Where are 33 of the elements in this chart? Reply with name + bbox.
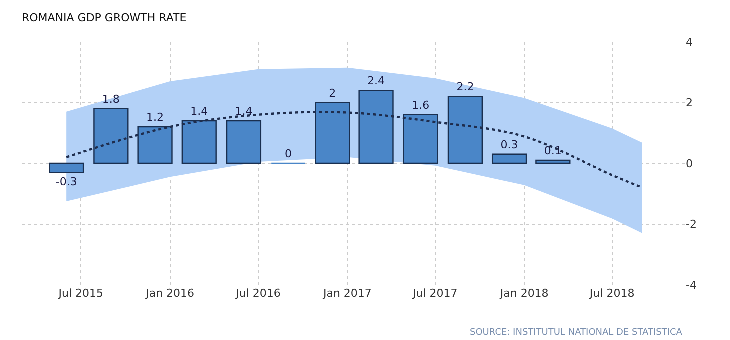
x-tick-label: Jan 2018 — [499, 287, 549, 300]
y-tick-label: 0 — [686, 157, 693, 170]
data-label: 1.4 — [190, 104, 208, 118]
x-tick-label: Jul 2016 — [235, 287, 281, 300]
data-label: 1.4 — [235, 104, 253, 118]
x-tick-label: Jan 2017 — [322, 287, 372, 300]
data-label: 1.6 — [412, 98, 430, 112]
data-label: 1.8 — [102, 92, 120, 106]
bar — [226, 120, 262, 164]
bar — [182, 120, 217, 164]
data-label: 2.4 — [368, 74, 386, 88]
x-tick-label: Jan 2016 — [145, 287, 195, 300]
data-label: 2.2 — [456, 80, 474, 94]
x-tick-label: Jul 2017 — [412, 287, 458, 300]
bar — [403, 114, 438, 164]
x-tick-label: Jul 2015 — [58, 287, 104, 300]
data-label: 2 — [329, 86, 336, 100]
bar — [492, 154, 528, 164]
data-label: 1.2 — [146, 111, 164, 124]
x-tick-label: Jul 2018 — [588, 287, 635, 300]
source-note: SOURCE: INSTITUTUL NATIONAL DE STATISTICA — [470, 328, 684, 338]
y-tick-label: 4 — [686, 36, 693, 49]
data-label: 0 — [285, 148, 292, 160]
chart-title: ROMANIA GDP GROWTH RATE — [22, 11, 187, 24]
data-label: 0.1 — [544, 144, 562, 158]
bar — [536, 160, 571, 164]
data-label: 0.3 — [500, 138, 518, 152]
y-tick-label: 2 — [686, 96, 693, 110]
bar — [138, 126, 173, 164]
bar — [49, 162, 84, 174]
data-label: -0.3 — [56, 176, 78, 189]
y-tick-label: -2 — [686, 218, 697, 232]
y-tick-label: -4 — [686, 278, 697, 292]
